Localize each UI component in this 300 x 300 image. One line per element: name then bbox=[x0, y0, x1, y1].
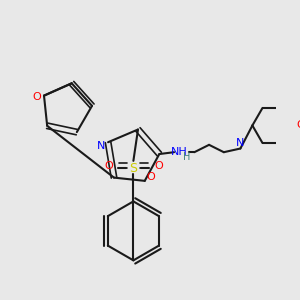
Text: S: S bbox=[129, 162, 137, 175]
Text: O: O bbox=[154, 161, 163, 171]
Text: O: O bbox=[296, 121, 300, 130]
Text: N: N bbox=[97, 141, 105, 151]
Text: O: O bbox=[104, 161, 113, 171]
Text: NH: NH bbox=[171, 147, 188, 157]
Text: N: N bbox=[236, 138, 244, 148]
Text: H: H bbox=[183, 152, 190, 162]
Text: O: O bbox=[147, 172, 156, 182]
Text: O: O bbox=[32, 92, 41, 103]
